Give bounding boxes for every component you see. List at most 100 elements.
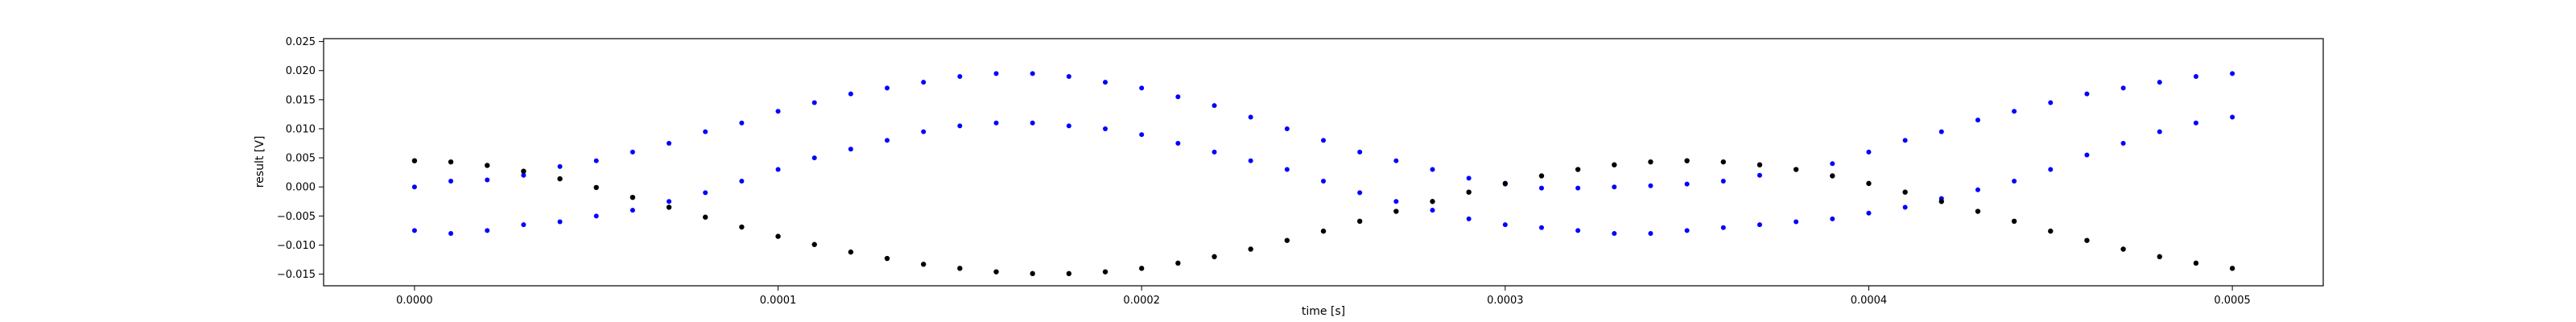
data-point (411, 158, 418, 163)
data-point (957, 123, 963, 129)
data-point (993, 71, 999, 76)
data-point (2012, 109, 2017, 114)
data-point (921, 262, 927, 267)
data-point (739, 120, 745, 126)
data-point (1684, 158, 1690, 163)
x-tick-label: 0.0003 (1487, 295, 1524, 307)
data-point (2193, 260, 2199, 266)
data-point (1938, 129, 1944, 134)
data-point (2084, 152, 2090, 158)
data-point (921, 80, 927, 85)
data-point (739, 178, 745, 184)
plot-frame (323, 38, 2324, 287)
data-point (630, 195, 636, 200)
data-point (1538, 173, 1545, 179)
data-point (1212, 254, 1217, 260)
data-point (885, 138, 890, 143)
data-point (1175, 94, 1181, 100)
data-point (1102, 269, 1108, 275)
data-point (811, 155, 817, 161)
data-point (2120, 85, 2126, 91)
data-point (1393, 208, 1399, 214)
data-point (739, 224, 745, 230)
data-point (1320, 228, 1327, 234)
x-tick-label: 0.0001 (760, 295, 797, 307)
data-point (1175, 141, 1181, 147)
data-point (485, 177, 490, 183)
data-point (2193, 120, 2198, 126)
data-point (993, 120, 999, 126)
data-point (957, 73, 963, 79)
data-point (1321, 178, 1326, 184)
data-point (1030, 120, 1035, 126)
data-point (2048, 167, 2054, 172)
data-point (703, 214, 708, 220)
data-point (1975, 187, 1980, 192)
data-point (775, 109, 781, 114)
data-point (1066, 123, 1071, 129)
data-point (811, 242, 817, 247)
data-point (1357, 149, 1363, 155)
data-point (1575, 167, 1581, 172)
data-point (2230, 71, 2235, 76)
data-point (593, 213, 599, 219)
data-point (1066, 270, 1072, 277)
data-point (593, 158, 599, 163)
series-1 (411, 71, 2235, 191)
data-point (2084, 237, 2090, 243)
data-point (1720, 178, 1726, 184)
data-point (1066, 73, 1071, 79)
data-point (703, 190, 708, 196)
data-point (1648, 230, 1653, 236)
data-point (1648, 159, 1653, 165)
data-point (666, 204, 672, 210)
data-point (1466, 175, 1472, 181)
data-point (1139, 132, 1145, 138)
data-point (957, 266, 963, 271)
data-point (1612, 184, 1617, 190)
data-point (884, 255, 890, 262)
data-point (557, 163, 563, 169)
data-point (557, 219, 563, 225)
data-point (2157, 80, 2162, 85)
data-point (1902, 189, 1908, 195)
data-point (775, 233, 781, 239)
data-point (2048, 100, 2054, 105)
data-point (1212, 103, 1217, 109)
data-point (557, 175, 563, 182)
y-tick-label: 0.020 (286, 65, 316, 77)
data-point (1575, 185, 1581, 191)
data-point (1393, 158, 1399, 163)
y-tick-label: 0.025 (286, 36, 316, 48)
x-tick-label: 0.0004 (1851, 295, 1888, 307)
data-point (885, 85, 890, 91)
y-tick-label: 0.015 (286, 94, 316, 106)
data-point (1248, 246, 1253, 252)
data-point (1975, 208, 1981, 214)
data-point (1866, 210, 1872, 216)
data-point (1393, 199, 1399, 204)
data-point (1284, 167, 1290, 172)
data-point (993, 269, 999, 275)
y-tick-label: −0.015 (277, 269, 316, 281)
data-point (411, 184, 417, 190)
data-point (2011, 218, 2017, 225)
data-point (1321, 138, 1326, 143)
data-point (1830, 216, 1835, 221)
data-point (1139, 85, 1145, 91)
data-point (775, 167, 781, 172)
data-point (1575, 228, 1581, 233)
data-point (1030, 270, 1035, 277)
data-point (521, 168, 526, 174)
data-point (1248, 114, 1253, 120)
data-point (1720, 159, 1726, 165)
data-point (848, 249, 854, 255)
data-point (1830, 173, 1835, 179)
data-point (2120, 141, 2126, 147)
data-point (2230, 114, 2235, 120)
data-point (1175, 260, 1181, 266)
data-point (1757, 222, 1762, 228)
data-point (1902, 138, 1908, 143)
data-point (2193, 73, 2198, 79)
plot-area (323, 38, 2324, 287)
